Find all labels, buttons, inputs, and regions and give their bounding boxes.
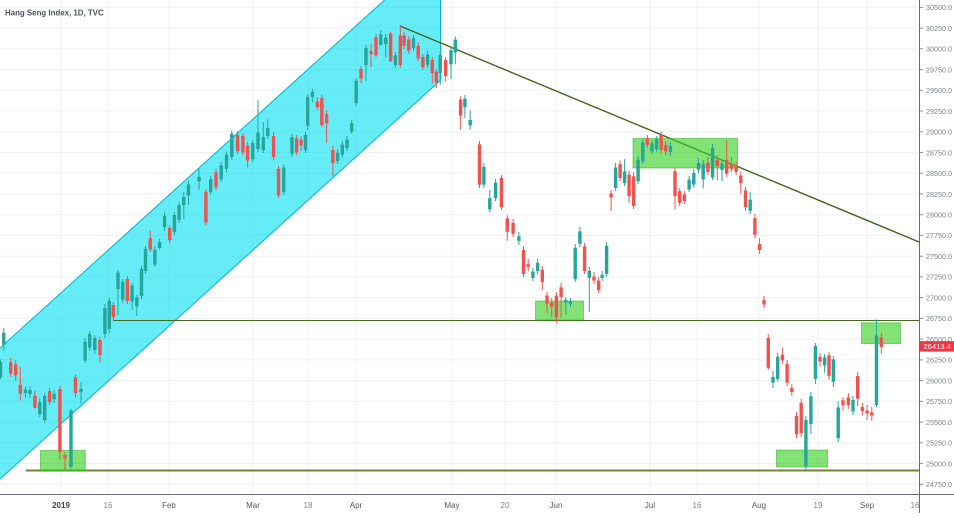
svg-text:27750.0: 27750.0 [926,231,952,240]
svg-text:25750.0: 25750.0 [926,397,952,406]
svg-text:29750.0: 29750.0 [926,65,952,74]
svg-text:26250.0: 26250.0 [926,356,952,365]
svg-text:Aug: Aug [752,501,766,510]
svg-text:Mar: Mar [246,501,260,510]
svg-text:30250.0: 30250.0 [926,24,952,33]
svg-text:27500.0: 27500.0 [926,252,952,261]
svg-text:25250.0: 25250.0 [926,439,952,448]
svg-text:26750.0: 26750.0 [926,314,952,323]
svg-text:May: May [444,501,459,510]
svg-text:16: 16 [911,501,920,510]
svg-text:30500.0: 30500.0 [926,3,952,12]
svg-text:30000.0: 30000.0 [926,45,952,54]
svg-text:19: 19 [814,501,823,510]
svg-text:28000.0: 28000.0 [926,211,952,220]
svg-text:Feb: Feb [162,501,176,510]
svg-text:29000.0: 29000.0 [926,128,952,137]
svg-text:Jul: Jul [645,501,655,510]
svg-text:28250.0: 28250.0 [926,190,952,199]
svg-text:24750.0: 24750.0 [926,480,952,489]
svg-text:Hang Seng Index, 1D, TVC: Hang Seng Index, 1D, TVC [5,9,104,18]
svg-text:16: 16 [104,501,113,510]
svg-text:27000.0: 27000.0 [926,293,952,302]
svg-text:28750.0: 28750.0 [926,148,952,157]
svg-text:27250.0: 27250.0 [926,273,952,282]
svg-text:Apr: Apr [350,501,363,510]
svg-text:18: 18 [304,501,313,510]
svg-text:2019: 2019 [52,501,70,510]
svg-text:29500.0: 29500.0 [926,86,952,95]
svg-text:25500.0: 25500.0 [926,418,952,427]
svg-text:Sep: Sep [860,501,875,510]
svg-text:16: 16 [693,501,702,510]
svg-text:26413.4: 26413.4 [924,342,951,351]
svg-text:20: 20 [501,501,510,510]
svg-text:28500.0: 28500.0 [926,169,952,178]
svg-text:25000.0: 25000.0 [926,459,952,468]
svg-text:29250.0: 29250.0 [926,107,952,116]
svg-text:Jun: Jun [550,501,563,510]
svg-text:26000.0: 26000.0 [926,376,952,385]
